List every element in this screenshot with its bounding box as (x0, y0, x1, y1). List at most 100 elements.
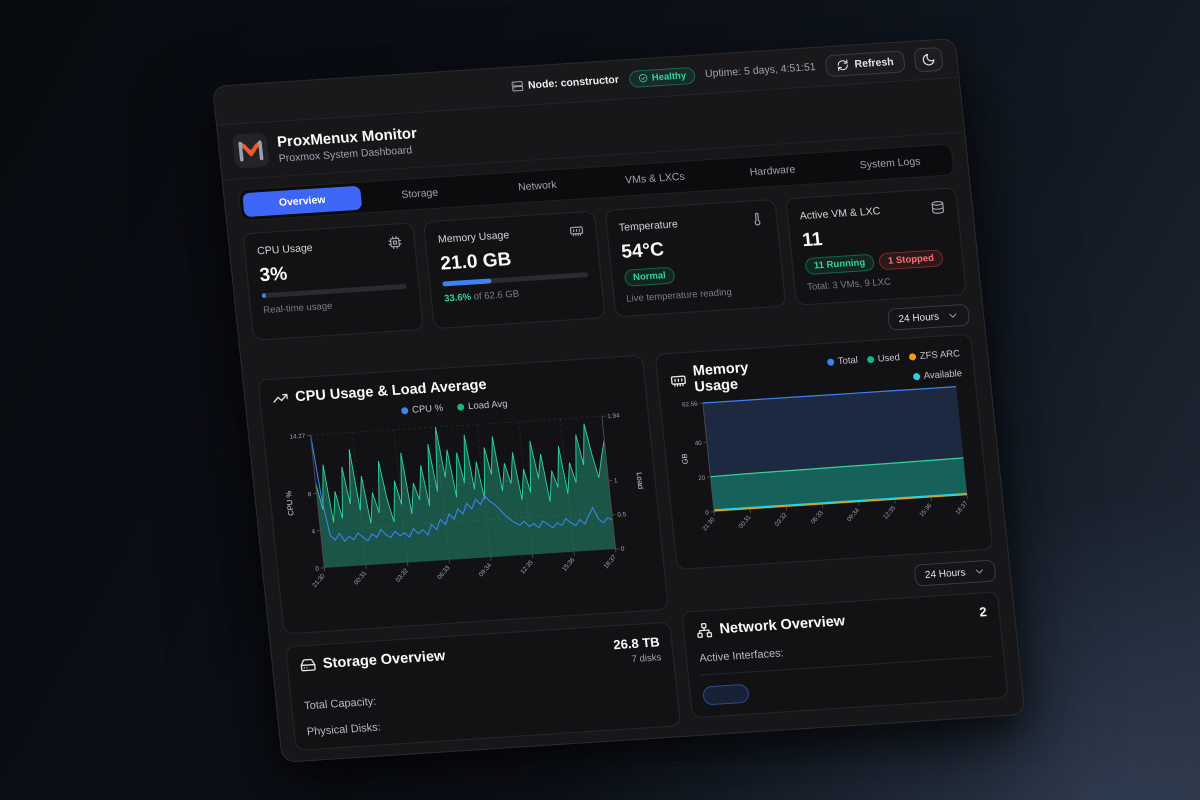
right-column: Memory Usage Total Used ZFS ARC Available 0… (654, 333, 1009, 719)
uptime-text: Uptime: 5 days, 4:51:51 (704, 61, 817, 81)
memory-card-label: Memory Usage (437, 229, 510, 246)
network-interface-count: 2 (978, 604, 988, 620)
cpu-value: 3% (258, 263, 289, 287)
network-overview-card: Network Overview 2 Active Interfaces: (681, 591, 1009, 719)
legend-item: Load Avg (456, 399, 508, 413)
storage-disk-count: 7 disks (631, 652, 662, 666)
chevron-down-icon (949, 313, 957, 318)
memory-progress-fill (442, 278, 492, 287)
proxmenux-logo (232, 132, 270, 169)
svg-text:00:31: 00:31 (738, 514, 754, 531)
network-interface-badge (702, 683, 751, 706)
refresh-button[interactable]: Refresh (824, 50, 906, 78)
legend-item: Total (826, 355, 858, 368)
svg-text:18:37: 18:37 (955, 500, 971, 517)
active-vm-card: Active VM & LXC 11 11 Running 1 Stopped … (784, 187, 967, 306)
cpu-load-chart: 0 4 8 14.27 0 0.5 1 1.94 21:30 00:31 03:32 06:33 09:… (284, 412, 646, 589)
health-label: Healthy (651, 69, 687, 84)
svg-text:18:37: 18:37 (603, 553, 619, 570)
svg-text:12:35: 12:35 (882, 504, 898, 521)
thermometer-icon (754, 212, 761, 226)
temperature-caption: Live temperature reading (625, 286, 733, 305)
dashboard-window: Node: constructor Healthy Uptime: 5 days… (212, 37, 1026, 763)
svg-text:03:32: 03:32 (774, 511, 790, 528)
moon-icon (922, 53, 935, 66)
svg-text:15:36: 15:36 (919, 502, 935, 519)
svg-text:14.27: 14.27 (289, 433, 306, 441)
memory-icon (671, 375, 687, 387)
header-titles: ProxMenux Monitor Proxmox System Dashboa… (276, 124, 419, 164)
network-time-range-value: 24 Hours (924, 566, 967, 581)
refresh-icon (837, 59, 848, 72)
network-active-label: Active Interfaces: (698, 647, 785, 665)
tab-vms-lxcs[interactable]: VMs & LXCs (595, 163, 715, 194)
refresh-label: Refresh (853, 55, 895, 71)
node-text: Node: constructor (527, 73, 620, 92)
vm-card-label: Active VM & LXC (799, 205, 881, 223)
svg-text:0: 0 (705, 509, 710, 516)
cpu-icon (388, 236, 402, 250)
vm-stopped-badge: 1 Stopped (878, 249, 944, 271)
tab-system-logs[interactable]: System Logs (830, 148, 950, 179)
cpu-progress-fill (261, 292, 267, 299)
svg-text:4: 4 (311, 528, 316, 535)
svg-text:09:34: 09:34 (478, 562, 494, 579)
svg-text:1: 1 (614, 477, 619, 484)
memory-chart-card: Memory Usage Total Used ZFS ARC Available 0… (654, 333, 994, 571)
network-time-range-select[interactable]: 24 Hours (913, 559, 997, 587)
svg-text:00:31: 00:31 (353, 570, 369, 587)
memory-progress (442, 272, 588, 287)
svg-text:GB: GB (680, 453, 690, 464)
network-title: Network Overview (718, 613, 846, 638)
svg-text:CPU %: CPU % (284, 490, 296, 516)
check-circle-icon (638, 74, 647, 83)
hard-drive-icon (300, 658, 316, 672)
svg-text:0.5: 0.5 (617, 511, 627, 519)
memory-value: 21.0 GB (439, 249, 513, 275)
cpu-usage-card: CPU Usage 3% Real-time usage (242, 222, 425, 341)
svg-text:21:30: 21:30 (311, 572, 327, 589)
left-column: CPU Usage & Load Average CPU % Load Avg 0… (257, 354, 682, 751)
svg-text:8: 8 (307, 491, 312, 498)
time-range-select[interactable]: 24 Hours (887, 303, 971, 331)
svg-text:0: 0 (621, 546, 626, 553)
health-badge: Healthy (627, 66, 696, 88)
tab-storage[interactable]: Storage (360, 178, 480, 209)
vm-count-value: 11 (801, 228, 824, 252)
memory-usage-card: Memory Usage 21.0 GB 33.6% of 62.6 GB (423, 210, 606, 330)
memory-chart: 0 20 40 62.56 21:30 00:31 03:32 06:33 09:34 12:35… (680, 386, 971, 533)
tab-hardware[interactable]: Hardware (713, 155, 833, 186)
legend-item: Used (866, 352, 901, 365)
storage-overview-card: Storage Overview 26.8 TB 7 disks Total C… (284, 621, 682, 751)
legend-item: CPU % (400, 403, 444, 417)
memory-caption-percent: 33.6% (443, 291, 472, 305)
stats-row: CPU Usage 3% Real-time usage Memory Usag… (242, 187, 967, 341)
temperature-value: 54°C (620, 239, 665, 263)
vm-running-badge: 11 Running (804, 253, 875, 276)
svg-text:0: 0 (315, 565, 320, 572)
database-icon (931, 200, 945, 214)
main-content: CPU Usage & Load Average CPU % Load Avg 0… (257, 333, 1009, 751)
memory-icon (569, 226, 583, 237)
theme-toggle-button[interactable] (913, 46, 944, 73)
memory-caption: 33.6% of 62.6 GB (443, 284, 590, 305)
temperature-card: Temperature 54°C Normal Live temperature… (604, 198, 787, 318)
node-indicator: Node: constructor (510, 74, 619, 93)
tab-overview[interactable]: Overview (242, 185, 363, 218)
time-range-value: 24 Hours (897, 311, 940, 325)
svg-text:12:35: 12:35 (519, 559, 535, 576)
cpu-caption: Real-time usage (262, 300, 333, 317)
svg-text:21:30: 21:30 (702, 516, 718, 533)
svg-text:15:36: 15:36 (561, 556, 577, 573)
legend-item: ZFS ARC (908, 348, 961, 362)
svg-text:06:33: 06:33 (810, 509, 826, 526)
storage-title: Storage Overview (322, 648, 447, 672)
svg-text:62.56: 62.56 (682, 401, 699, 409)
svg-text:06:33: 06:33 (436, 564, 452, 581)
tab-network[interactable]: Network (477, 170, 597, 201)
network-icon (697, 622, 713, 639)
svg-text:1.94: 1.94 (607, 412, 620, 420)
chevron-down-icon (975, 569, 983, 574)
memory-caption-rest: of 62.6 GB (470, 288, 520, 303)
svg-text:Load: Load (635, 472, 646, 489)
